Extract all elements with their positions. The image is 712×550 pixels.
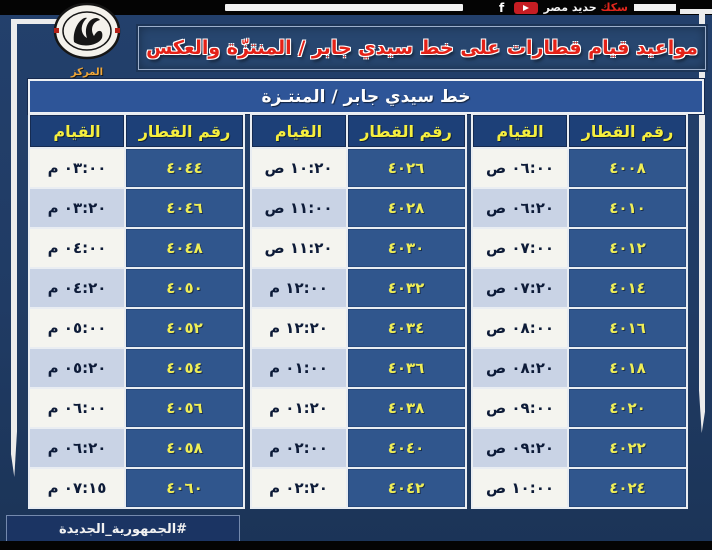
frame-stroke-left — [11, 19, 17, 477]
timetable-group-2: رقم القطار القيام ٤٠٢٦ ١٠:٢٠ ص ٤٠٢٨ ١١:٠٠ ص ٤٠… — [249, 113, 467, 509]
departure-time-cell: ٠١:٠٠ م — [251, 349, 346, 387]
train-number-cell: ٤٠٣٢ — [347, 269, 465, 307]
railways-logo-emblem — [53, 2, 121, 60]
departure-time-cell: ٠٧:٢٠ ص — [473, 269, 567, 307]
train-number-cell: ٤٠٤٨ — [126, 229, 243, 267]
departure-header: القيام — [473, 115, 567, 147]
train-number-cell: ٤٠٥٢ — [126, 309, 243, 347]
train-number-cell: ٤٠٤٠ — [347, 429, 465, 467]
departure-time-cell: ٠٩:٠٠ ص — [473, 389, 567, 427]
railways-logo: المركز الإعلامي — [50, 2, 124, 89]
train-number-cell: ٤٠٢٦ — [347, 149, 465, 187]
departure-time-cell: ٠٨:٢٠ ص — [473, 349, 567, 387]
departure-time-cell: ١٢:٠٠ م — [251, 269, 346, 307]
decorative-bar — [225, 4, 463, 11]
departure-time-cell: ٠٢:٠٠ م — [251, 429, 346, 467]
departure-time-cell: ٠٤:٠٠ م — [30, 229, 124, 267]
hashtag-text: #الجمهورية_الجديدة — [58, 521, 188, 537]
frame-stroke-right-top — [680, 9, 712, 14]
departure-time-cell: ١١:٢٠ ص — [251, 229, 346, 267]
title-banner: مواعيد قيام قطارات على خط سيدي جابر / ال… — [138, 26, 706, 70]
page-title: مواعيد قيام قطارات على خط سيدي جابر / ال… — [146, 37, 698, 59]
train-number-cell: ٤٠٥٨ — [126, 429, 243, 467]
departure-time-cell: ٠٣:٢٠ م — [30, 189, 124, 227]
train-number-header: رقم القطار — [126, 115, 243, 147]
departure-time-cell: ٠٧:١٥ م — [30, 469, 124, 507]
facebook-icon: f — [498, 0, 505, 15]
decorative-bar-end — [634, 4, 676, 11]
train-number-cell: ٤٠٥٠ — [126, 269, 243, 307]
departure-time-cell: ٠٦:٢٠ ص — [473, 189, 567, 227]
departure-time-cell: ١٠:٠٠ ص — [473, 469, 567, 507]
train-number-cell: ٤٠١٦ — [569, 309, 686, 347]
train-number-cell: ٤٠٣٠ — [347, 229, 465, 267]
train-number-cell: ٤٠٦٠ — [126, 469, 243, 507]
train-number-cell: ٤٠٢٠ — [569, 389, 686, 427]
train-number-cell: ٤٠٣٨ — [347, 389, 465, 427]
departure-time-cell: ١١:٠٠ ص — [251, 189, 346, 227]
departure-time-cell: ٠٦:٢٠ م — [30, 429, 124, 467]
train-number-cell: ٤٠٣٦ — [347, 349, 465, 387]
departure-header: القيام — [30, 115, 124, 147]
frame-stroke-left-top — [11, 19, 59, 24]
train-number-cell: ٤٠١٢ — [569, 229, 686, 267]
line-title-bar: خط سيدي جابر / المنتـزة — [28, 79, 704, 114]
train-number-cell: ٤٠٢٨ — [347, 189, 465, 227]
brand-text: سكك حديد مصر — [544, 1, 628, 14]
departure-time-cell: ٠٨:٠٠ ص — [473, 309, 567, 347]
departure-time-cell: ٠٦:٠٠ ص — [473, 149, 567, 187]
departure-time-cell: ٠٢:٢٠ م — [251, 469, 346, 507]
departure-time-cell: ٠١:٢٠ م — [251, 389, 346, 427]
departure-time-cell: ٠٣:٠٠ م — [30, 149, 124, 187]
departure-time-cell: ٠٥:٠٠ م — [30, 309, 124, 347]
frame-stroke-right — [699, 9, 705, 433]
train-number-header: رقم القطار — [569, 115, 686, 147]
departure-time-cell: ٠٩:٢٠ ص — [473, 429, 567, 467]
youtube-icon — [513, 1, 538, 14]
departure-time-cell: ٠٦:٠٠ م — [30, 389, 124, 427]
departure-time-cell: ٠٧:٠٠ ص — [473, 229, 567, 267]
departure-time-cell: ٠٥:٢٠ م — [30, 349, 124, 387]
train-number-cell: ٤٠٣٤ — [347, 309, 465, 347]
timetable: رقم القطار القيام ٤٠٠٨ ٠٦:٠٠ ص ٤٠١٠ ٠٦:٢٠ ص ٤٠… — [28, 113, 688, 513]
train-number-cell: ٤٠١٤ — [569, 269, 686, 307]
train-number-header: رقم القطار — [347, 115, 465, 147]
bottom-strip — [0, 541, 712, 550]
train-number-cell: ٤٠١٨ — [569, 349, 686, 387]
departure-time-cell: ٠٤:٢٠ م — [30, 269, 124, 307]
train-number-cell: ٤٠٤٤ — [126, 149, 243, 187]
train-number-cell: ٤٠١٠ — [569, 189, 686, 227]
train-number-cell: ٤٠٤٦ — [126, 189, 243, 227]
brand-word-railways: سكك — [600, 1, 628, 14]
train-number-cell: ٤٠٢٤ — [569, 469, 686, 507]
train-number-cell: ٤٠٠٨ — [569, 149, 686, 187]
train-number-cell: ٤٠٥٤ — [126, 349, 243, 387]
brand-cluster: f سكك حديد مصر — [496, 0, 676, 15]
train-number-cell: ٤٠٥٦ — [126, 389, 243, 427]
train-number-cell: ٤٠٤٢ — [347, 469, 465, 507]
timetable-group-1: رقم القطار القيام ٤٠٠٨ ٠٦:٠٠ ص ٤٠١٠ ٠٦:٢٠ ص ٤٠… — [471, 113, 688, 509]
brand-word-egypt: حديد مصر — [543, 1, 597, 14]
top-strip: f سكك حديد مصر — [0, 0, 712, 15]
departure-time-cell: ١٠:٢٠ ص — [251, 149, 346, 187]
departure-header: القيام — [251, 115, 346, 147]
hashtag-badge: #الجمهورية_الجديدة — [6, 515, 240, 543]
timetable-group-3: رقم القطار القيام ٤٠٤٤ ٠٣:٠٠ م ٤٠٤٦ ٠٣:٢٠ م ٤٠… — [28, 113, 245, 509]
train-number-cell: ٤٠٢٢ — [569, 429, 686, 467]
departure-time-cell: ١٢:٢٠ م — [251, 309, 346, 347]
line-title: خط سيدي جابر / المنتـزة — [261, 86, 471, 107]
